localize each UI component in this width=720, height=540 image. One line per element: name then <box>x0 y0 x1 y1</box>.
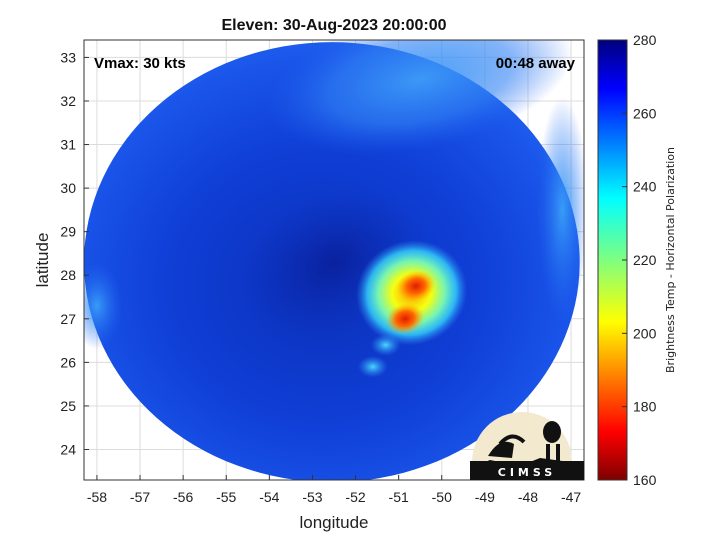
x-tick-label: -53 <box>302 489 322 505</box>
x-tick-label: -58 <box>87 489 107 505</box>
colorbar-tick-label: 200 <box>633 325 657 341</box>
y-tick-label: 27 <box>60 311 76 327</box>
x-tick-label: -55 <box>216 489 236 505</box>
x-tick-label: -54 <box>259 489 279 505</box>
colorbar-tick-label: 240 <box>633 179 657 195</box>
colorbar-ticks: 160 180 200 220 240 260 280 <box>622 32 657 488</box>
x-tick-label: -56 <box>173 489 193 505</box>
cimss-logo: CIMSS <box>470 412 584 480</box>
vmax-annotation: Vmax: 30 kts <box>94 55 186 72</box>
dry-edge-east <box>536 96 584 324</box>
y-tick-label: 28 <box>60 267 76 283</box>
colorbar-tick-label: 280 <box>633 32 657 48</box>
y-tick-label: 26 <box>60 354 76 370</box>
x-tick-label: -57 <box>130 489 150 505</box>
y-tick-label: 24 <box>60 442 76 458</box>
x-tick-label: -48 <box>518 489 538 505</box>
brightness-features <box>84 40 584 378</box>
y-tick-label: 33 <box>60 49 76 65</box>
dry-band-north <box>267 40 573 155</box>
y-axis-label: latitude <box>33 233 52 288</box>
y-tick-label: 30 <box>60 180 76 196</box>
time-away-annotation: 00:48 away <box>496 55 576 72</box>
colorbar-tick-label: 160 <box>633 472 657 488</box>
colorbar-label: Brightness Temp - Horizontal Polarizatio… <box>664 147 677 373</box>
colorbar-tick-label: 220 <box>633 252 657 268</box>
x-tick-label: -52 <box>345 489 365 505</box>
colorbar-tick-label: 180 <box>633 399 657 415</box>
convection-core <box>385 303 425 335</box>
y-tick-label: 25 <box>60 398 76 414</box>
convection-speck <box>357 355 388 378</box>
y-tick-label: 32 <box>60 93 76 109</box>
chart-title: Eleven: 30-Aug-2023 20:00:00 <box>222 17 447 34</box>
dry-edge-west <box>84 262 123 350</box>
colorbar: 160 180 200 220 240 260 280 Brightness Temp - … <box>597 32 677 488</box>
x-tick-label: -50 <box>432 489 452 505</box>
logo-tower-icon <box>546 444 550 464</box>
colorbar-tick-label: 260 <box>633 105 657 121</box>
x-axis-label: longitude <box>299 513 368 532</box>
x-tick-label: -47 <box>561 489 581 505</box>
y-ticks: 24 25 26 27 28 29 30 31 32 33 <box>60 49 89 458</box>
convection-core <box>396 270 436 302</box>
x-tick-label: -49 <box>475 489 495 505</box>
y-tick-label: 29 <box>60 224 76 240</box>
x-ticks: -58 -57 -56 -55 -54 -53 -52 -51 -50 -49 -48 -47 <box>87 475 581 505</box>
logo-text: CIMSS <box>498 466 556 479</box>
plot-frame <box>83 39 585 481</box>
microwave-swath <box>84 40 584 480</box>
logo-dish-icon <box>488 441 514 458</box>
x-tick-label: -51 <box>389 489 409 505</box>
y-tick-label: 31 <box>60 137 76 153</box>
